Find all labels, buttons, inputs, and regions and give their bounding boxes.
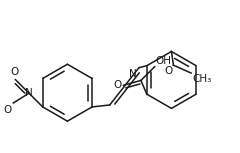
Text: N: N — [129, 69, 137, 79]
Text: OH: OH — [156, 56, 172, 66]
Text: CH₃: CH₃ — [192, 74, 211, 84]
Text: O: O — [164, 66, 173, 76]
Text: O: O — [113, 80, 121, 90]
Text: O: O — [3, 105, 11, 115]
Text: N: N — [25, 88, 33, 98]
Text: O: O — [10, 67, 18, 77]
